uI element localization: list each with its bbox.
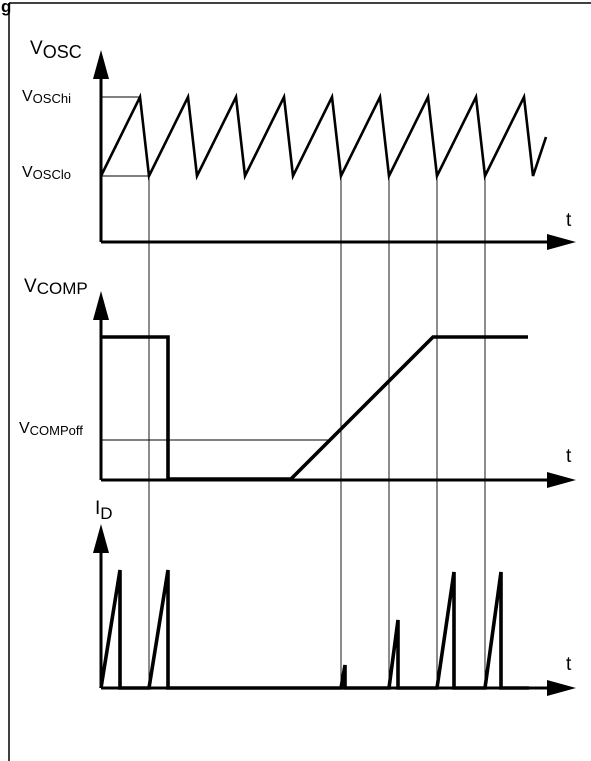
vcomp-axis-label: VCOMP (24, 276, 88, 298)
id-x-arrow (547, 680, 576, 696)
vcomp-off-main: V (19, 420, 30, 437)
vcomp-panel: VCOMP VCOMPoff t (19, 276, 576, 488)
vosc-hi-main: V (22, 88, 33, 105)
vosc-axis-label: VOSC (30, 38, 82, 62)
vcomp-x-arrow (547, 472, 576, 488)
vcomp-label-main: V (24, 276, 37, 297)
timing-cursors (148, 176, 486, 688)
id-current-signal (99, 569, 529, 690)
vcomp-time-label: t (566, 446, 572, 467)
vosc-lo-label: VOSClo (22, 164, 71, 182)
vcomp-signal (101, 335, 528, 481)
id-axis-label: ID (95, 498, 113, 523)
id-y-arrow (93, 524, 109, 553)
vcomp-y-arrow (93, 291, 109, 320)
vosc-time-label: t (566, 210, 572, 231)
id-time-label: t (566, 654, 572, 675)
vcomp-label-sub: COMP (37, 279, 88, 298)
vosc-hi-sub: OSChi (33, 91, 71, 106)
vosc-y-arrow (93, 50, 109, 79)
vosc-lo-sub: OSClo (33, 167, 71, 182)
id-label-sub: D (100, 504, 112, 523)
vcomp-off-label: VCOMPoff (19, 420, 83, 438)
vosc-sawtooth (99, 92, 548, 181)
id-panel: ID t (93, 498, 576, 696)
header-fragment: g (1, 0, 11, 16)
vosc-hi-label: VOSChi (22, 88, 71, 106)
vosc-label-sub: OSC (43, 42, 82, 62)
vosc-x-arrow (547, 234, 576, 250)
vosc-panel: VOSC VOSChi VOSClo t (22, 38, 576, 250)
id-label-main: I (95, 498, 100, 519)
vcomp-off-sub: COMPoff (30, 423, 84, 438)
vosc-label-main: V (30, 38, 43, 59)
vosc-lo-main: V (22, 164, 33, 181)
